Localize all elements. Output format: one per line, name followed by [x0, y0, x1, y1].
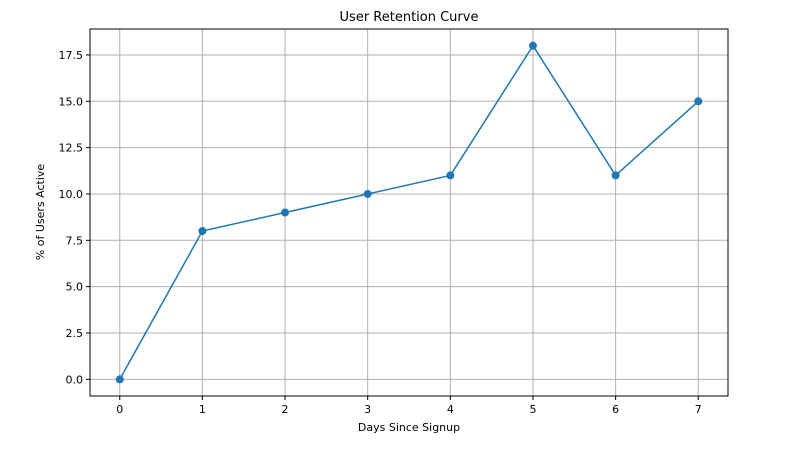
data-point [115, 375, 124, 384]
data-point [363, 189, 372, 198]
plot-area-frame [89, 28, 729, 397]
x-tick-label: 5 [529, 403, 536, 416]
x-tick-label: 3 [364, 403, 371, 416]
y-tick-label: 7.5 [66, 234, 84, 247]
data-point [281, 208, 290, 217]
data-point [694, 97, 703, 106]
y-tick-label: 5.0 [66, 281, 84, 294]
series-layer [115, 41, 703, 384]
y-tick-label: 12.5 [59, 142, 84, 155]
x-tick-label: 6 [612, 403, 619, 416]
x-tick-label: 7 [695, 403, 702, 416]
y-tick-label: 0.0 [66, 373, 84, 386]
x-tick-label: 2 [282, 403, 289, 416]
x-axis-title: Days Since Signup [358, 421, 460, 434]
tick-layer: 0 1 2 3 4 5 6 7 0.0 2.5 5.0 7.5 10.0 12.5 15.0 17.5 [59, 49, 702, 416]
data-point [446, 171, 455, 180]
y-tick-label: 15.0 [59, 95, 84, 108]
y-tick-label: 2.5 [66, 327, 84, 340]
x-tick-label: 1 [199, 403, 206, 416]
x-tick-label: 0 [116, 403, 123, 416]
series-line [119, 44, 699, 380]
y-tick-label: 10.0 [59, 188, 84, 201]
y-tick-label: 17.5 [59, 49, 84, 62]
x-tick-label: 4 [447, 403, 454, 416]
data-point [198, 227, 207, 236]
grid-layer [90, 29, 728, 396]
chart-title: User Retention Curve [340, 10, 479, 25]
data-point [528, 41, 537, 50]
data-point [611, 171, 620, 180]
y-axis-title: % of Users Active [34, 164, 47, 261]
